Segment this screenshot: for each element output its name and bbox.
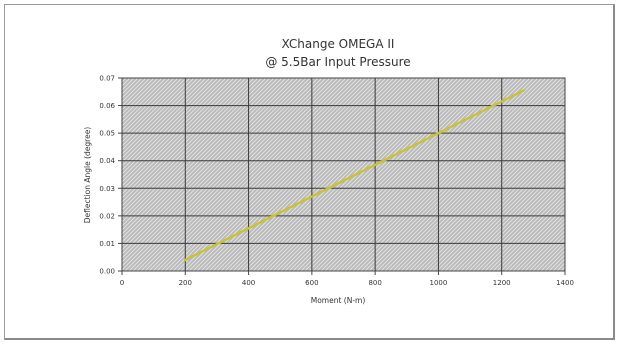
x-tick-label: 400	[242, 279, 255, 287]
x-tick-label: 1200	[493, 279, 511, 287]
y-tick-label: 0.02	[99, 212, 115, 220]
x-tick-label: 1000	[430, 279, 448, 287]
y-tick-label: 0.07	[99, 75, 115, 83]
y-tick-label: 0.00	[99, 268, 115, 276]
y-tick-label: 0.04	[99, 157, 115, 165]
y-tick-label: 0.06	[99, 102, 115, 110]
x-tick-label: 200	[179, 279, 192, 287]
y-tick-label: 0.03	[99, 185, 115, 193]
x-tick-label: 0	[120, 279, 124, 287]
plot-area	[121, 77, 566, 272]
y-axis-ticks: 0.00 0.01 0.02 0.03 0.04 0.05 0.06 0.07	[99, 75, 115, 276]
x-tick-label: 800	[368, 279, 381, 287]
series-line	[184, 89, 526, 262]
chart-subtitle: @ 5.5Bar Input Pressure	[265, 55, 410, 69]
chart-title: XChange OMEGA II	[282, 37, 395, 51]
x-tick-label: 600	[305, 279, 318, 287]
x-axis-label: Moment (N-m)	[311, 296, 366, 305]
x-tick-label: 1400	[556, 279, 574, 287]
series-group	[184, 89, 526, 262]
y-tick-label: 0.01	[99, 240, 115, 248]
x-axis-ticks: 0 200 400 600 800 1000 1200 1400	[120, 279, 574, 287]
y-tick-label: 0.05	[99, 130, 115, 138]
y-axis-label: Deflection Angle (degree)	[83, 127, 92, 224]
